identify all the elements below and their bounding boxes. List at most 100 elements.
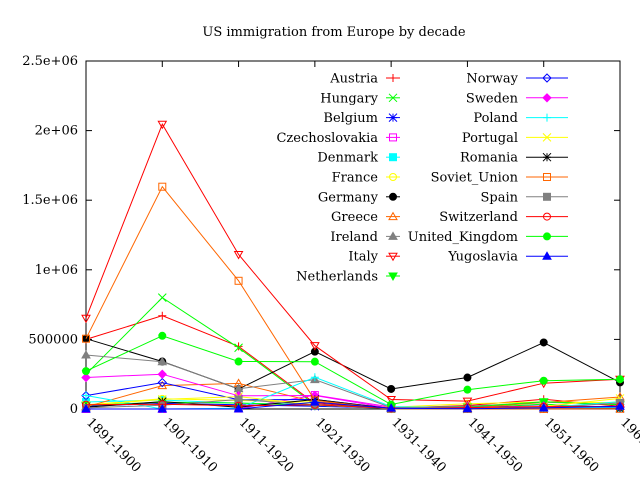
legend-item: Portugal xyxy=(462,131,568,146)
data-point xyxy=(157,293,167,302)
data-point xyxy=(233,250,244,260)
legend-label: Italy xyxy=(348,250,378,265)
data-point xyxy=(389,133,397,142)
legend-item: Sweden xyxy=(466,91,568,106)
series-hungary xyxy=(81,293,625,413)
legend-item: Switzerland xyxy=(439,210,568,225)
data-point xyxy=(388,252,398,262)
data-point xyxy=(310,347,319,356)
data-point xyxy=(310,373,319,382)
legend-item: Romania xyxy=(460,151,568,166)
data-point xyxy=(81,372,91,383)
data-point xyxy=(388,93,398,103)
data-point xyxy=(389,192,397,201)
data-point xyxy=(543,192,551,201)
data-point xyxy=(234,276,243,285)
legend-item: Spain xyxy=(480,190,568,205)
legend-label: Norway xyxy=(466,72,518,87)
data-point xyxy=(389,74,397,82)
y-tick-label: 1.5e+06 xyxy=(22,193,78,208)
data-point xyxy=(82,334,90,343)
data-point xyxy=(157,356,168,366)
legend-label: France xyxy=(332,171,379,186)
data-point xyxy=(234,357,243,366)
data-point xyxy=(234,343,243,353)
data-point xyxy=(615,401,625,410)
legend-item: Italy xyxy=(348,250,400,265)
data-point xyxy=(157,403,168,413)
x-tick-label: 1901-1910 xyxy=(159,415,220,476)
data-point xyxy=(82,391,90,400)
data-point xyxy=(81,314,91,324)
data-point xyxy=(387,384,396,393)
legend-item: Netherlands xyxy=(296,270,400,285)
legend-item: Yugoslavia xyxy=(447,250,568,265)
legend-label: Poland xyxy=(473,111,518,126)
legend-item: Austria xyxy=(329,72,400,87)
data-point xyxy=(81,403,91,413)
data-point xyxy=(388,231,398,240)
data-point xyxy=(158,182,167,191)
legend-label: Greece xyxy=(331,210,378,225)
data-point xyxy=(389,173,397,181)
legend-label: Sweden xyxy=(466,91,519,106)
legend-label: Austria xyxy=(329,72,378,87)
data-point xyxy=(82,367,90,376)
data-point xyxy=(542,133,552,142)
data-point xyxy=(157,120,168,130)
data-point xyxy=(388,113,398,122)
data-point xyxy=(389,153,397,162)
legend-item: Hungary xyxy=(320,91,400,106)
series-line xyxy=(85,315,621,409)
data-point xyxy=(462,403,473,413)
data-point xyxy=(386,403,397,412)
legend-label: United_Kingdom xyxy=(408,230,518,245)
data-point xyxy=(542,251,552,260)
data-point xyxy=(543,113,551,122)
data-point xyxy=(158,311,167,320)
legend-label: Yugoslavia xyxy=(447,250,518,265)
legend-item: Denmark xyxy=(317,151,400,166)
series-yugoslavia xyxy=(81,397,625,413)
legend-item: France xyxy=(332,171,400,186)
y-tick-label: 0 xyxy=(70,402,78,417)
chart-title: US immigration from Europe by decade xyxy=(202,25,465,40)
series-line xyxy=(85,403,621,409)
y-tick-label: 2.5e+06 xyxy=(22,54,78,69)
data-point xyxy=(616,375,624,384)
y-axis: 0 500000 1e+06 1.5e+06 2e+06 2.5e+06 xyxy=(22,54,620,417)
data-point xyxy=(82,334,90,343)
data-point xyxy=(542,152,552,162)
legend-item: Norway xyxy=(466,72,568,87)
data-point xyxy=(539,338,548,347)
legend: Austria Hungary Belgium Czechoslovakia Denma… xyxy=(276,72,568,285)
series-line xyxy=(85,185,621,410)
data-point xyxy=(157,377,167,388)
legend-label: Portugal xyxy=(462,131,518,146)
legend-label: Netherlands xyxy=(296,270,378,285)
data-point xyxy=(81,349,91,359)
data-point xyxy=(310,357,319,366)
data-point xyxy=(543,212,551,221)
legend-item: Belgium xyxy=(323,111,400,126)
x-tick-label: 1921-1930 xyxy=(312,415,373,476)
data-point xyxy=(388,272,398,282)
legend-label: Czechoslovakia xyxy=(276,131,378,146)
data-point xyxy=(542,93,552,103)
series-line xyxy=(86,401,621,410)
legend-label: Ireland xyxy=(330,230,378,245)
legend-label: Switzerland xyxy=(439,210,518,225)
series-line xyxy=(85,335,621,406)
data-point xyxy=(386,396,397,405)
legend-label: Soviet_Union xyxy=(431,171,519,186)
legend-item: Greece xyxy=(331,210,400,225)
legend-label: Romania xyxy=(460,151,518,166)
x-tick-label: 1911-1920 xyxy=(236,415,297,476)
legend-item: Ireland xyxy=(330,230,400,245)
legend-label: Denmark xyxy=(317,151,378,166)
data-point xyxy=(542,73,552,83)
series-layer xyxy=(81,120,625,414)
data-point xyxy=(157,369,167,379)
data-point xyxy=(233,403,244,413)
